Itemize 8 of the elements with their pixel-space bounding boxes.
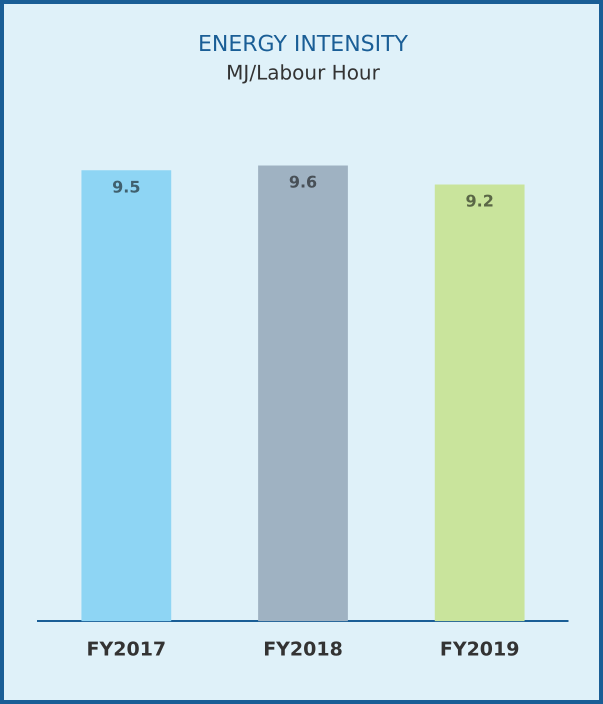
x-tick-label: FY2018	[263, 638, 343, 661]
data-label: 9.2	[465, 192, 494, 211]
x-tick-label: FY2017	[86, 638, 166, 661]
chart-title: ENERGY INTENSITY	[198, 32, 409, 57]
data-label: 9.6	[288, 172, 318, 192]
data-label: 9.5	[112, 177, 141, 196]
chart-subtitle: MJ/Labour Hour	[226, 60, 381, 85]
x-tick-label: FY2019	[440, 638, 520, 661]
